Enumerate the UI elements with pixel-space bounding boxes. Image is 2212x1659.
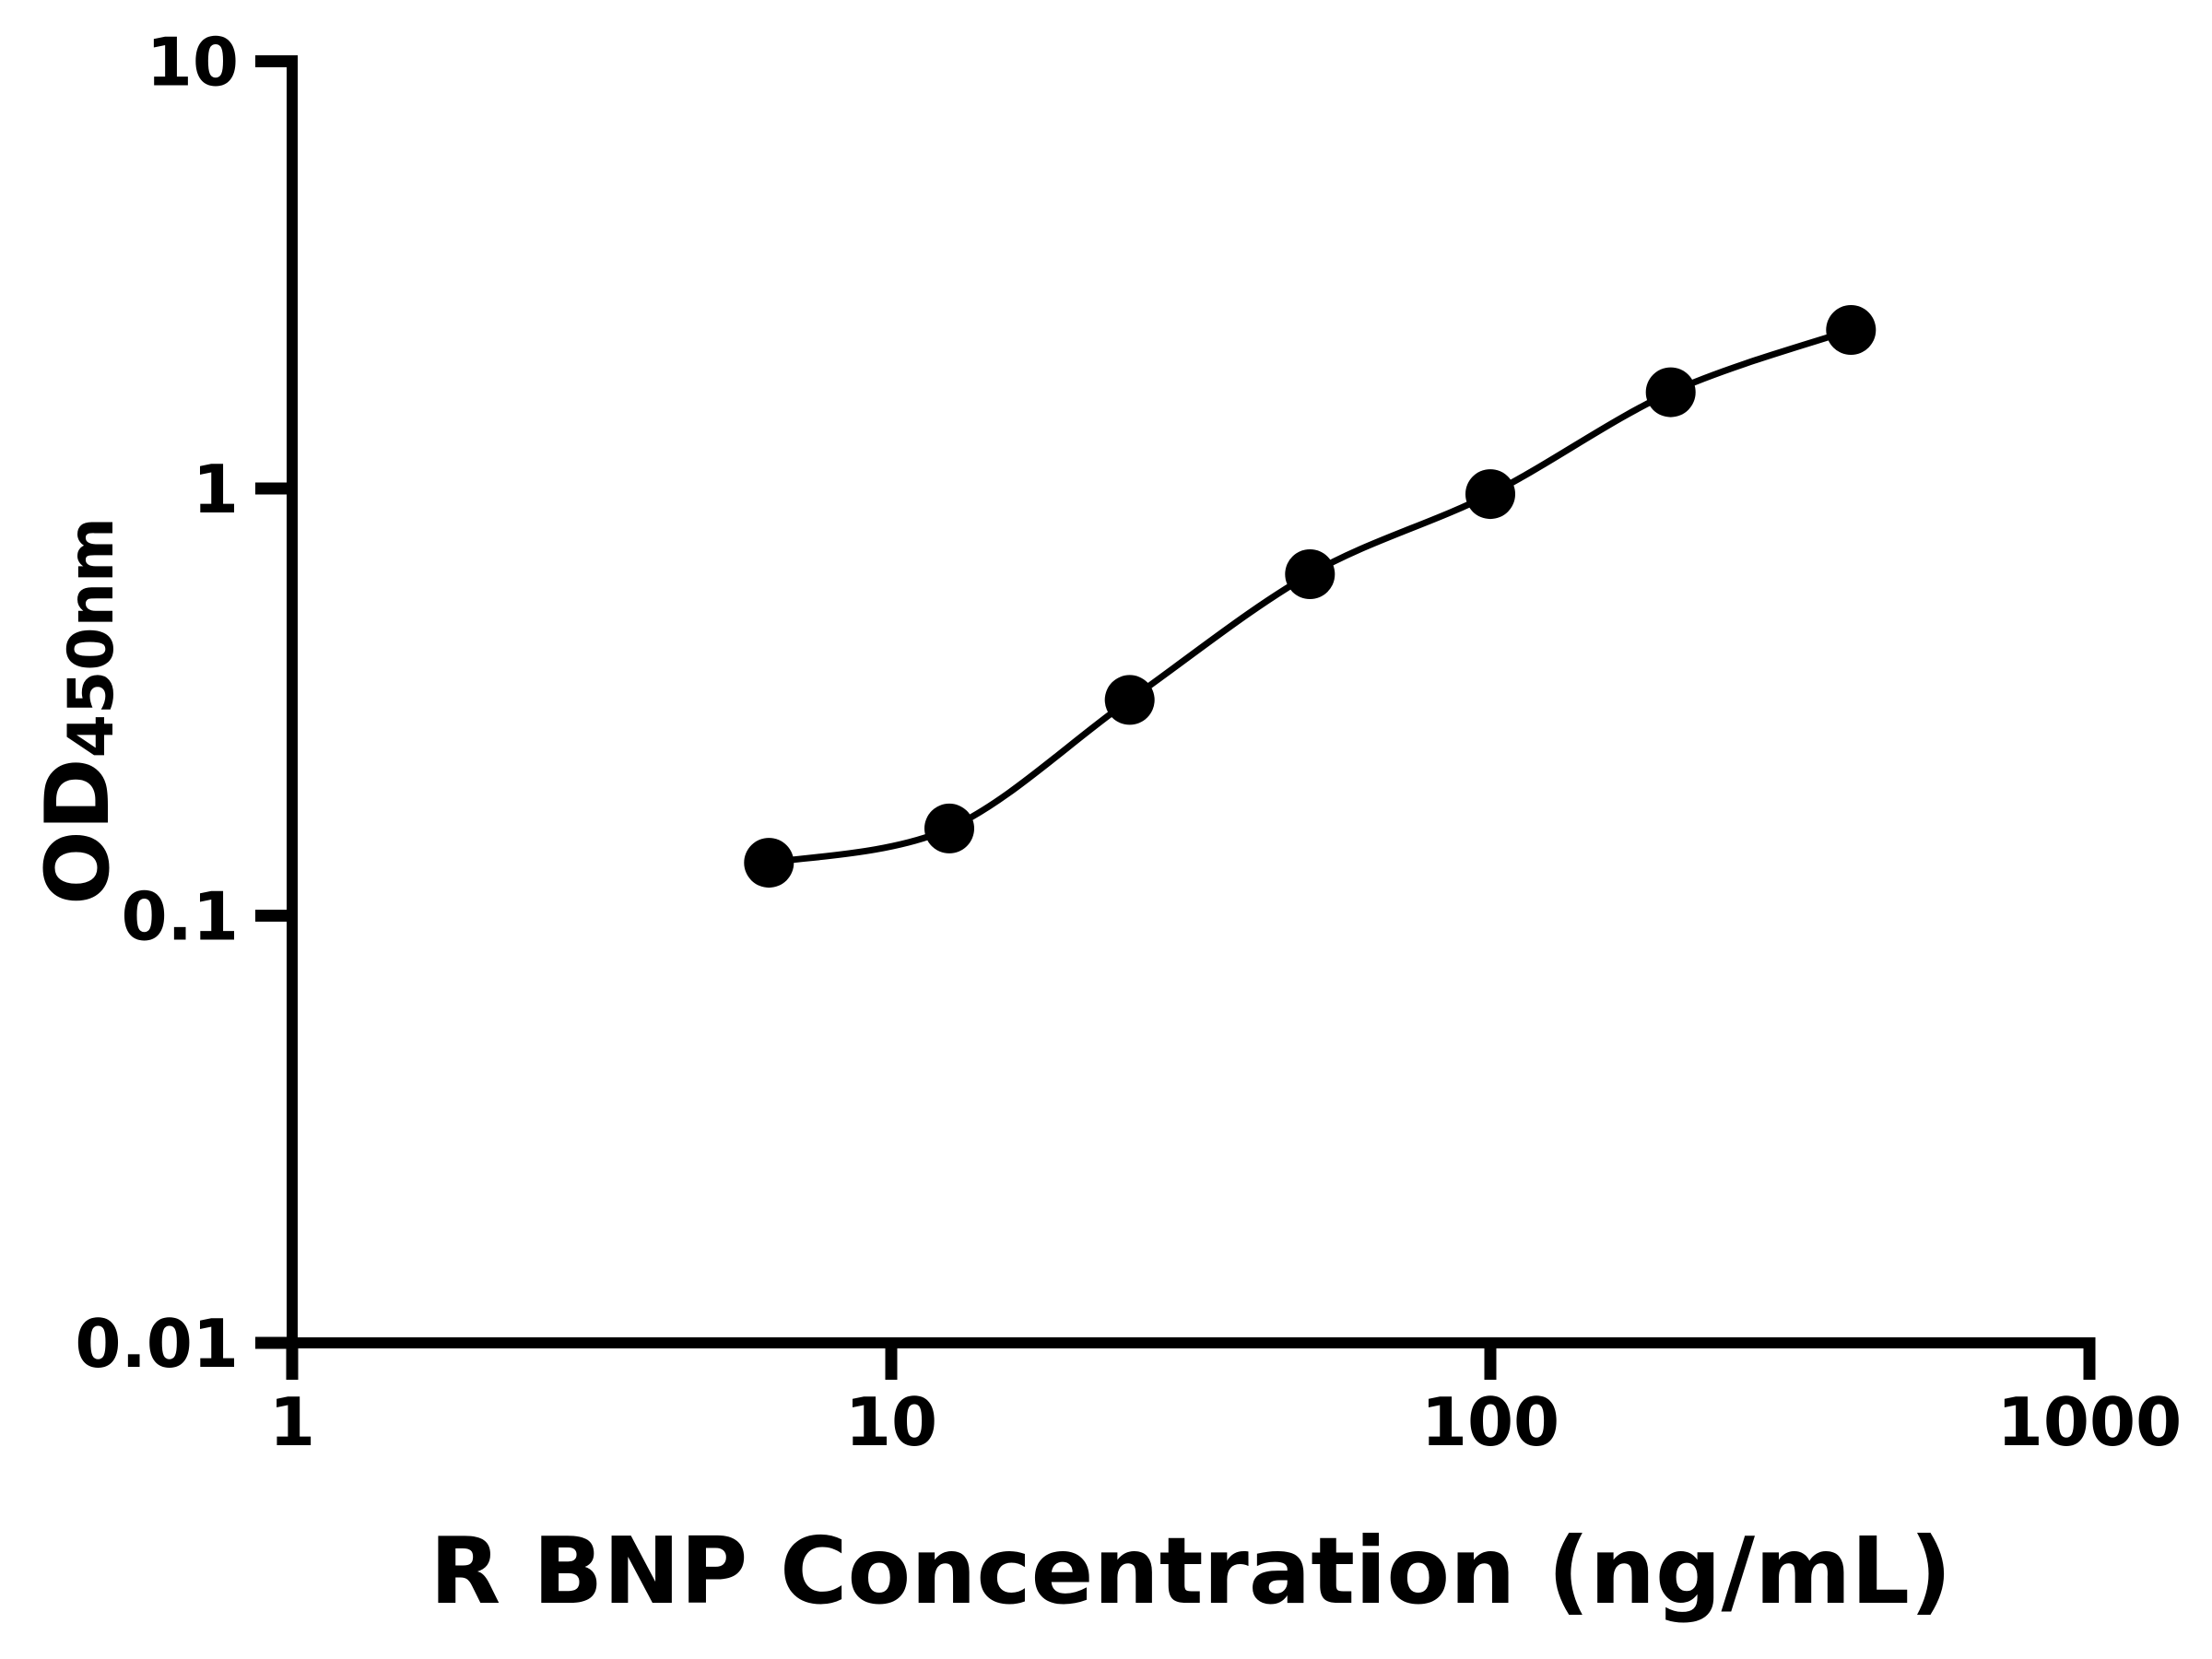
tick-layer — [255, 55, 2096, 1380]
data-point-marker — [1285, 549, 1335, 599]
data-point-marker — [924, 803, 974, 853]
data-points-group — [744, 305, 1877, 888]
data-point-marker — [1645, 367, 1696, 418]
data-point-marker — [744, 838, 794, 888]
data-point-marker — [1465, 469, 1515, 520]
y-axis-title-group: OD450nm — [28, 517, 129, 905]
data-point-marker — [1104, 675, 1155, 725]
x-tick-label: 10 — [845, 1383, 937, 1461]
y-axis-title-main: OD — [28, 758, 129, 905]
y-tick-label: 10 — [147, 24, 239, 101]
y-tick-label: 1 — [193, 451, 239, 528]
y-axis-title-subscript: 450nm — [55, 517, 128, 758]
x-tick-label: 1000 — [1997, 1383, 2182, 1461]
x-tick-label: 1 — [269, 1383, 315, 1461]
x-axis-title: R BNP Concentration (ng/mL) — [429, 1517, 1951, 1625]
y-tick-label: 0.1 — [121, 878, 239, 956]
y-axis-title: OD450nm — [28, 517, 129, 905]
axes-layer — [287, 55, 2096, 1348]
y-tick-label: 0.01 — [75, 1305, 239, 1382]
x-tick-label: 100 — [1421, 1383, 1559, 1461]
data-point-marker — [1826, 305, 1877, 355]
tick-label-layer: 10 1 0.1 0.01 1 10 100 1000 — [75, 24, 2182, 1462]
